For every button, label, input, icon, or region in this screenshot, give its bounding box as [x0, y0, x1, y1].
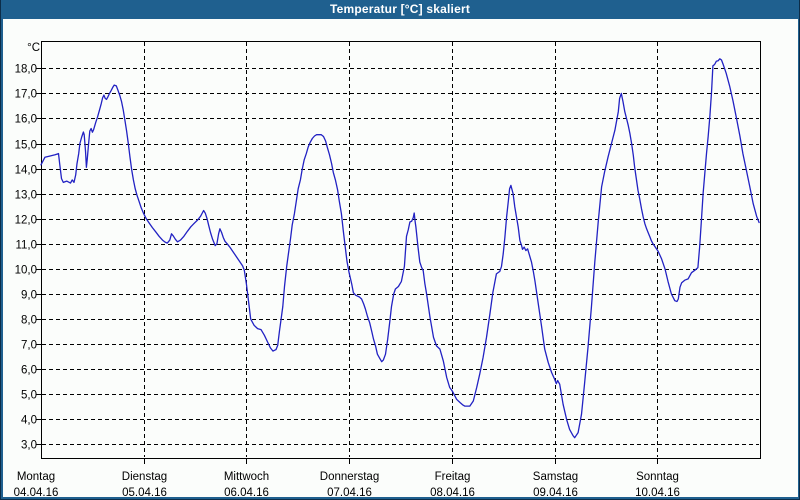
x-date-label: 04.04.16 [14, 487, 59, 498]
x-day-label: Samstag [533, 471, 578, 483]
window-title: Temperatur [°C] skaliert [329, 2, 471, 16]
y-tick-label: 10,0 [15, 265, 37, 277]
y-tick-label: 6,0 [21, 365, 37, 377]
y-tick-label: 5,0 [21, 390, 37, 402]
x-date-label: 09.04.16 [533, 487, 578, 498]
x-date-label: 07.04.16 [327, 487, 372, 498]
y-axis-unit-label: °C [27, 42, 40, 54]
x-date-label: 10.04.16 [635, 487, 680, 498]
y-tick-label: 17,0 [15, 89, 37, 101]
y-tick-label: 9,0 [21, 290, 37, 302]
y-tick-label: 16,0 [15, 114, 37, 126]
x-day-label: Dienstag [122, 471, 167, 483]
y-tick-label: 13,0 [15, 190, 37, 202]
y-tick-label: 7,0 [21, 340, 37, 352]
temperature-chart: 18,0 17,0 16,0 15,0 14,0 13,0 12,0 11,0 10,0 9,0 8… [14, 41, 761, 498]
x-date-label: 06.04.16 [224, 487, 269, 498]
y-tick-label: 12,0 [15, 215, 37, 227]
x-day-label: Mittwoch [224, 471, 269, 483]
x-date-label: 05.04.16 [122, 487, 167, 498]
x-day-label: Sonntag [636, 471, 679, 483]
title-bar: Temperatur [°C] skaliert [1, 0, 799, 19]
y-tick-label: 18,0 [15, 64, 37, 76]
x-date-label: 08.04.16 [430, 487, 475, 498]
y-tick-label: 14,0 [15, 165, 37, 177]
y-tick-label: 3,0 [21, 440, 37, 452]
x-day-label: Donnerstag [320, 471, 379, 483]
x-day-label: Montag [17, 471, 55, 483]
chart-panel: 18,0 17,0 16,0 15,0 14,0 13,0 12,0 11,0 10,0 9,0 8… [3, 19, 798, 498]
y-tick-label: 15,0 [15, 140, 37, 152]
y-tick-label: 4,0 [21, 415, 37, 427]
x-day-label: Freitag [435, 471, 471, 483]
temperature-series-line [40, 58, 760, 439]
y-tick-label: 11,0 [15, 240, 37, 252]
y-tick-label: 8,0 [21, 315, 37, 327]
plot-frame [41, 41, 761, 459]
